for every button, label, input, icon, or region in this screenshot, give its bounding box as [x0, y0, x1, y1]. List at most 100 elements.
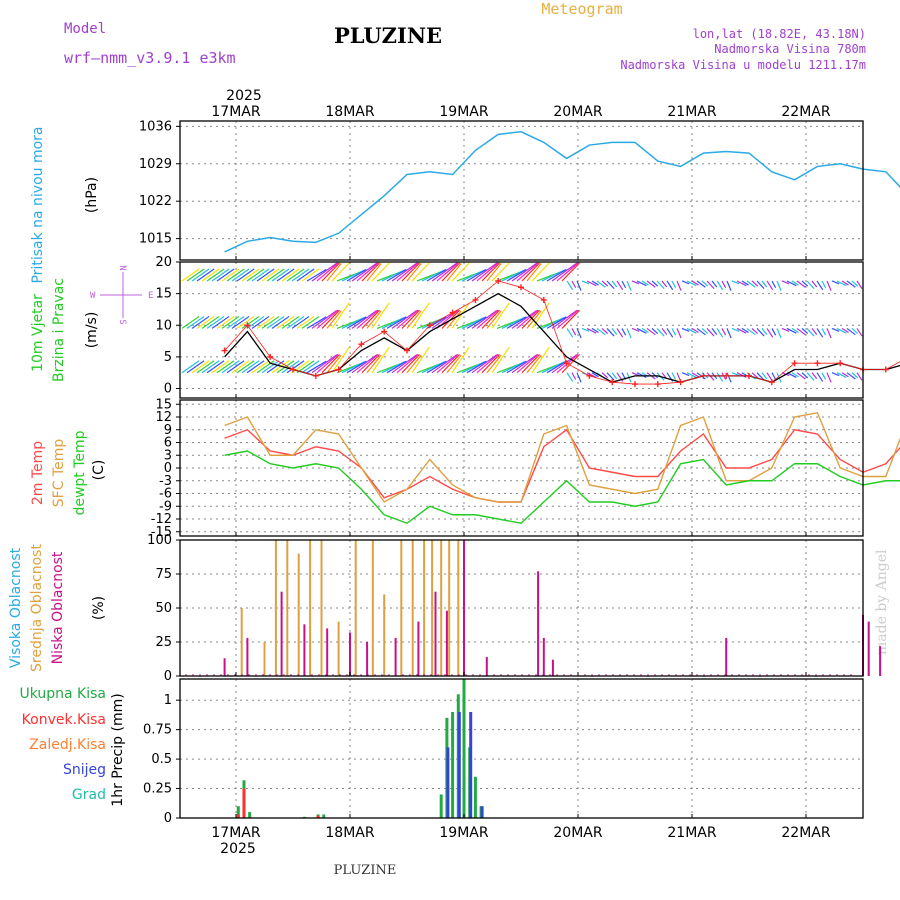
wind-barb: [716, 372, 724, 382]
x-tick-label-top: 18MAR: [325, 104, 374, 120]
wind-barb: [351, 309, 378, 329]
wind-barb: [366, 310, 382, 329]
cloud-bar-niska-oblacnost: [463, 540, 465, 676]
legend-snow: Snijeg: [63, 762, 106, 778]
wind-barb: [626, 280, 632, 291]
wind-barb: [231, 360, 250, 374]
y-tick-label: 12: [155, 410, 172, 425]
y-tick-label: 75: [155, 567, 172, 582]
panel-frame: [179, 120, 864, 261]
wind-barb: [396, 262, 419, 282]
wind-barb: [736, 280, 747, 287]
wind-barb: [386, 268, 407, 282]
wind-barb: [556, 309, 579, 329]
wind-barb: [831, 280, 840, 285]
cloud-bar-niska-oblacnost: [879, 646, 882, 676]
wind-barb: [621, 328, 627, 336]
cloud-bar-srednja-oblacnost: [423, 540, 426, 676]
cloud-bar-srednja-oblacnost: [320, 540, 323, 676]
wind-barb: [661, 328, 668, 335]
wind-barb: [386, 316, 407, 329]
wind-barb: [836, 372, 847, 378]
x-tick-label-top: 17MAR: [211, 104, 260, 120]
wind-barb: [276, 315, 295, 329]
wind-barb: [216, 315, 235, 329]
wind-barb: [841, 327, 849, 334]
wind-barb: [596, 280, 606, 288]
wind-barb: [701, 327, 709, 335]
wind-barb: [476, 353, 499, 374]
wind-barb: [601, 280, 609, 287]
wind-barb: [821, 328, 827, 336]
y-tick-label: 0: [164, 461, 172, 476]
wind-barb: [626, 328, 632, 339]
wind-barb: [686, 280, 697, 287]
wind-barb: [766, 280, 774, 291]
series-line-mslp: [224, 130, 900, 253]
wind-barb: [636, 327, 647, 334]
high-cloud-label: Visoka Oblacnost: [8, 547, 24, 668]
wind-barb: [776, 328, 782, 339]
wind-barb: [236, 360, 255, 374]
wind-barb: [191, 360, 210, 374]
wind-barb: [326, 310, 342, 329]
cloud-bar-niska-oblacnost: [223, 658, 226, 676]
precip-bar-ukupna-kisa: [462, 679, 466, 818]
wind-barb: [656, 328, 665, 337]
temp-label: 2m Temp: [30, 441, 46, 505]
wind-barb: [796, 327, 806, 336]
wind-barb: [181, 360, 200, 374]
legend-hail: Grad: [72, 787, 106, 803]
wind-barb: [541, 316, 566, 329]
wind-barb: [486, 354, 502, 374]
cloud-bar-srednja-oblacnost: [286, 540, 289, 676]
wind-barb: [511, 262, 538, 282]
wind-barb: [811, 372, 818, 380]
wind-barb: [516, 353, 539, 374]
wind-barb: [306, 268, 327, 282]
cloud-bar-niska-oblacnost: [366, 642, 369, 676]
wind-barb: [341, 269, 366, 282]
wind-barb: [251, 315, 270, 329]
wind-barb: [196, 360, 215, 374]
wind-barb: [611, 328, 618, 335]
wind-barb: [786, 280, 797, 287]
wind-barb: [326, 354, 342, 374]
wind-barb: [851, 327, 859, 335]
wind-barb: [586, 280, 597, 287]
wind-barb: [806, 328, 815, 337]
precip-bar-ukupna-kisa: [322, 814, 326, 818]
wind-barb: [736, 327, 747, 334]
wind-barb: [296, 315, 315, 329]
wind-barb: [286, 315, 305, 329]
wind-barb: [466, 316, 487, 329]
wind-barb: [281, 315, 300, 329]
wind-barb: [491, 302, 510, 329]
wind-barb: [226, 268, 245, 282]
wind-barb: [526, 354, 542, 374]
wind-barb: [531, 346, 550, 374]
station-title: PLUZINE: [334, 23, 442, 48]
x-tick-label-top: 22MAR: [781, 104, 830, 120]
wind-barb: [676, 328, 682, 339]
y-tick-label: 3: [164, 448, 172, 463]
wind-barb: [726, 372, 732, 383]
x-tick-label-bottom: 19MAR: [439, 825, 488, 841]
precip-bar-ukupna-kisa: [248, 812, 252, 818]
wind-barb: [381, 269, 406, 282]
wind-barb: [201, 360, 220, 374]
wind-barb: [356, 262, 379, 282]
wind-barb: [771, 372, 777, 380]
wind-barb: [586, 327, 597, 334]
wind-barb: [341, 361, 366, 374]
wind-barb: [306, 360, 327, 374]
wind-barb: [211, 268, 230, 282]
wind-barb: [551, 262, 578, 282]
wind-barb: [706, 280, 715, 290]
cloud-bar-srednja-oblacnost: [448, 540, 451, 676]
wind-barb: [581, 280, 590, 285]
wind-barb: [346, 268, 367, 282]
wind-barb: [696, 280, 706, 288]
wind-barb: [521, 262, 541, 282]
